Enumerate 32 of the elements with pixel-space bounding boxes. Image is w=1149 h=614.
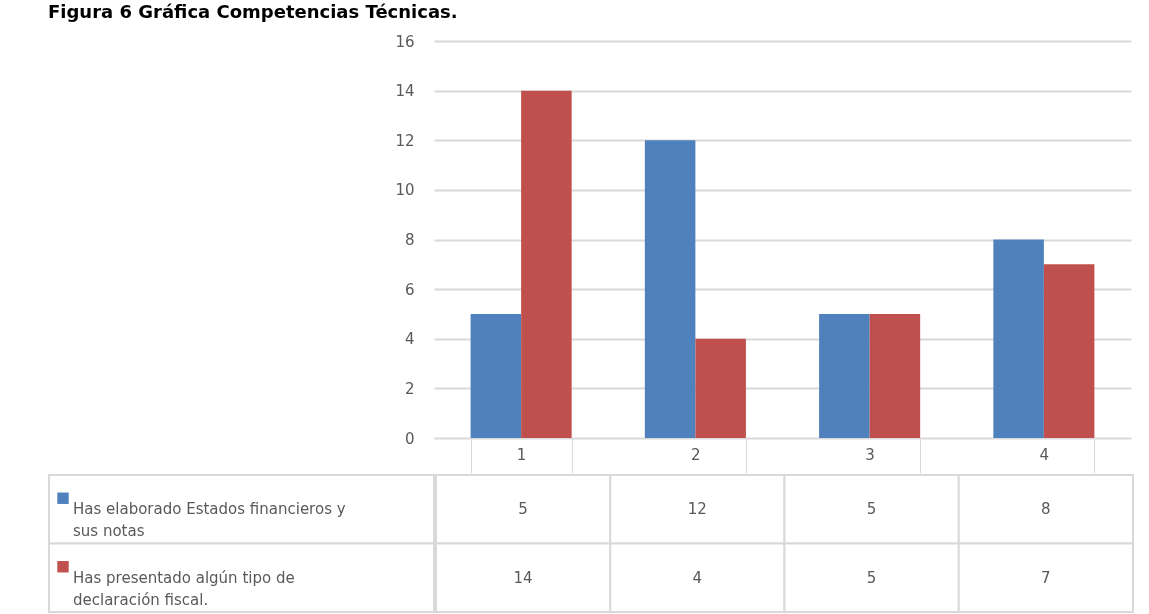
bar (695, 338, 746, 438)
bar (1043, 264, 1095, 438)
y-tick-label: 16 (395, 32, 415, 51)
bar (644, 140, 696, 438)
y-tick-label: 0 (404, 429, 415, 448)
data-label: 4 (692, 568, 703, 587)
data-label: 5 (518, 500, 528, 519)
x-tick-label: 3 (865, 445, 875, 464)
bar (470, 313, 522, 438)
y-tick-label: 8 (404, 231, 415, 249)
y-tick-label: 6 (404, 280, 415, 299)
y-tick-label: 4 (404, 330, 415, 349)
data-label: 14 (513, 568, 533, 587)
data-label: 12 (687, 500, 707, 519)
data-label: 8 (1041, 500, 1051, 519)
legend-label: Has elaborado Estados financieros y sus notas (73, 500, 346, 541)
y-tick-label: 12 (395, 131, 415, 150)
data-label: 7 (1041, 568, 1051, 587)
data-label: 5 (866, 500, 877, 519)
bar (819, 313, 870, 438)
y-tick-label: 10 (395, 181, 415, 200)
x-tick-label: 1 (516, 445, 527, 464)
x-tick-label: 4 (1039, 445, 1050, 464)
y-tick-label: 2 (404, 379, 415, 398)
text: Figura 6 Gráfica Competencias Técnicas. (48, 1, 458, 22)
bar (521, 90, 572, 438)
y-tick-label: 14 (395, 82, 415, 101)
bar (869, 313, 921, 438)
legend-label: Has presentado algún tipo de declaración fiscal. (73, 568, 295, 609)
x-tick-label: 2 (691, 445, 701, 464)
data-label: 5 (866, 568, 877, 587)
bar (993, 239, 1044, 438)
